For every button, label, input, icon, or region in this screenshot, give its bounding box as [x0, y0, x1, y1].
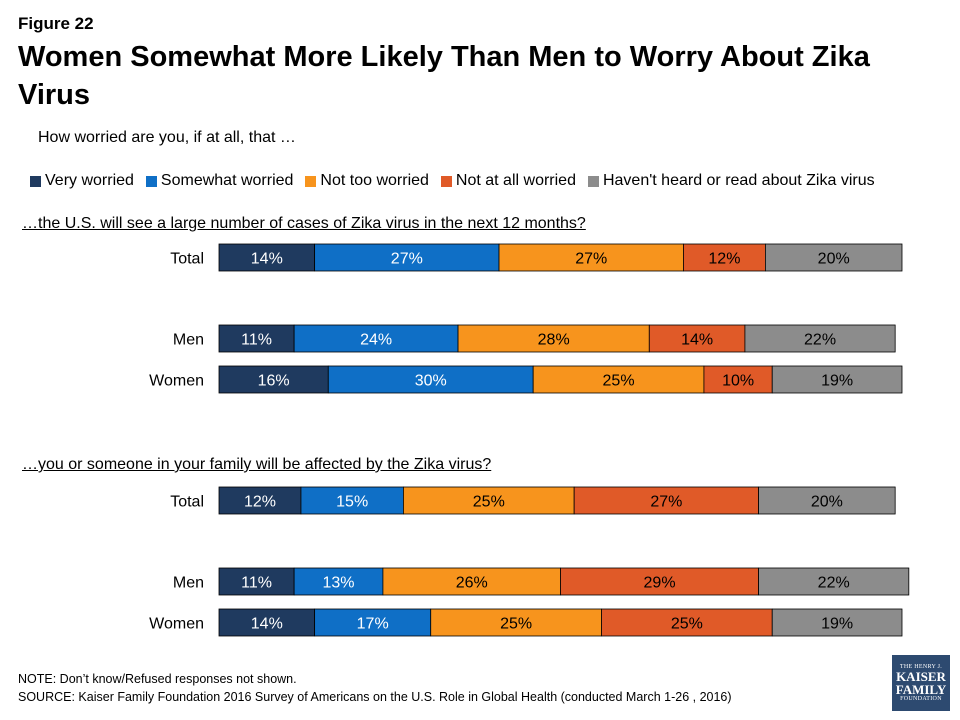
data-label-0-2-1: 30%	[415, 373, 447, 390]
data-label-0-0-0: 14%	[251, 251, 283, 268]
bar-segment-0-0-3	[683, 243, 766, 272]
row-label-1-1: Men	[173, 575, 204, 592]
bar-segment-1-0-3	[573, 486, 759, 515]
data-label-0-2-2: 25%	[603, 373, 635, 390]
row-label-0-1: Men	[173, 332, 204, 349]
bar-segment-0-2-1	[327, 365, 534, 394]
kff-logo: THE HENRY J. KAISER FAMILY FOUNDATION	[892, 655, 950, 711]
data-label-0-2-0: 16%	[258, 373, 290, 390]
bar-segment-1-2-2	[430, 608, 602, 637]
logo-line-2: KAISER	[896, 669, 946, 684]
row-label-0-2: Women	[149, 373, 204, 390]
logo-line-3: FAMILY	[895, 682, 947, 697]
data-label-1-0-0: 12%	[244, 494, 276, 511]
data-label-1-2-1: 17%	[357, 616, 389, 633]
bar-segment-1-0-4	[758, 486, 896, 515]
legend-swatch-2	[305, 175, 317, 187]
legend-swatch-3	[440, 175, 452, 187]
bar-segment-1-1-0	[218, 567, 295, 596]
question-1: …the U.S. will see a large number of cas…	[22, 215, 586, 232]
data-label-1-0-2: 25%	[473, 494, 505, 511]
legend-item-0: Very worried	[30, 172, 134, 190]
data-label-1-1-2: 26%	[456, 575, 488, 592]
data-label-1-1-0: 11%	[241, 575, 272, 592]
legend-swatch-1	[145, 175, 157, 187]
footnote: NOTE: Don’t know/Refused responses not s…	[18, 672, 297, 686]
bar-segment-1-1-3	[560, 567, 759, 596]
data-label-1-1-1: 13%	[323, 575, 355, 592]
legend-swatch-4	[587, 175, 599, 187]
data-label-0-0-1: 27%	[391, 251, 423, 268]
bar-segment-0-0-4	[765, 243, 903, 272]
data-label-0-1-3: 14%	[681, 332, 713, 349]
data-label-0-0-4: 20%	[818, 251, 850, 268]
bar-segment-1-0-0	[218, 486, 302, 515]
bar-segment-1-2-4	[771, 608, 903, 637]
bar-segment-0-1-3	[648, 324, 746, 353]
legend-swatch-0	[30, 175, 41, 187]
data-label-0-1-2: 28%	[538, 332, 570, 349]
legend-item-2: Not too worried	[305, 172, 429, 190]
bar-segment-0-1-4	[744, 324, 896, 353]
data-label-0-0-2: 27%	[575, 251, 607, 268]
bar-segment-0-1-2	[457, 324, 650, 353]
question-2: …you or someone in your family will be a…	[22, 456, 492, 473]
legend-label-2: Not too worried	[320, 172, 429, 189]
data-label-0-1-4: 22%	[804, 332, 836, 349]
bar-segment-1-2-3	[601, 608, 773, 637]
bar-segment-1-0-2	[403, 486, 575, 515]
legend-item-1: Somewhat worried	[145, 172, 294, 190]
source-note: SOURCE: Kaiser Family Foundation 2016 Su…	[18, 690, 732, 704]
row-label-1-0: Total	[170, 494, 204, 511]
legend-label-3: Not at all worried	[455, 172, 576, 189]
data-label-1-0-3: 27%	[650, 494, 682, 511]
logo-line-4: FOUNDATION	[900, 696, 942, 702]
bar-segment-1-1-1	[293, 567, 384, 596]
bar-segment-1-1-2	[382, 567, 561, 596]
bar-segment-0-2-3	[703, 365, 773, 394]
data-label-1-1-4: 22%	[818, 575, 850, 592]
data-label-0-1-1: 24%	[360, 332, 392, 349]
question-intro: How worried are you, if at all, that …	[38, 129, 296, 146]
legend-item-3: Not at all worried	[440, 172, 576, 190]
data-label-1-2-2: 25%	[500, 616, 532, 633]
data-label-0-0-3: 12%	[708, 251, 740, 268]
data-label-0-1-0: 11%	[241, 332, 272, 349]
data-label-0-2-3: 10%	[722, 373, 754, 390]
bar-segment-1-1-4	[758, 567, 910, 596]
figure-label: Figure 22	[18, 14, 94, 33]
data-label-0-2-4: 19%	[821, 373, 853, 390]
bar-segment-0-2-0	[218, 365, 329, 394]
data-label-1-1-3: 29%	[644, 575, 676, 592]
legend: Very worried Somewhat worried Not too worr…	[30, 172, 887, 190]
legend-item-4: Haven't heard or read about Zika virus	[587, 172, 875, 190]
data-label-1-2-0: 14%	[251, 616, 283, 633]
bar-segment-1-2-1	[314, 608, 432, 637]
chart-title: Women Somewhat More Likely Than Men to W…	[18, 41, 870, 111]
bar-segment-0-0-0	[218, 243, 316, 272]
legend-label-4: Haven't heard or read about Zika virus	[602, 172, 875, 189]
row-label-1-2: Women	[149, 616, 204, 633]
bar-segment-0-1-1	[293, 324, 459, 353]
row-label-0-0: Total	[170, 251, 204, 268]
bar-segment-1-2-0	[218, 608, 316, 637]
data-label-1-2-3: 25%	[671, 616, 703, 633]
data-label-1-0-1: 15%	[336, 494, 368, 511]
logo-line-1: THE HENRY J.	[899, 664, 943, 670]
data-label-1-2-4: 19%	[821, 616, 853, 633]
legend-label-0: Very worried	[45, 172, 134, 189]
legend-label-1: Somewhat worried	[160, 172, 294, 189]
bar-segment-0-2-2	[532, 365, 705, 394]
data-label-1-0-4: 20%	[811, 494, 843, 511]
bar-segment-0-1-0	[218, 324, 295, 353]
bar-segment-0-2-4	[771, 365, 903, 394]
